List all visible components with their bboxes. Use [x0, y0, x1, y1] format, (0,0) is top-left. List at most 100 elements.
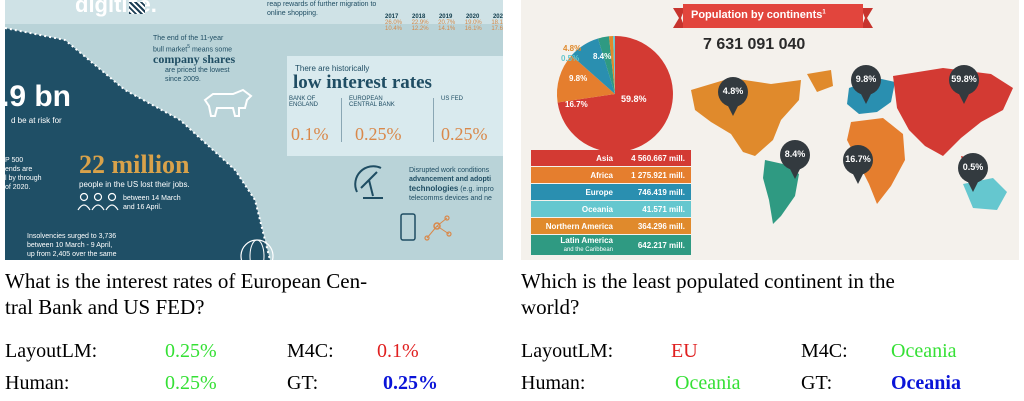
lost-jobs-text: people in the US lost their jobs. [79, 180, 190, 189]
m4c-label: M4C: [801, 340, 848, 362]
right-answer-row-2: Human: Oceania GT: Oceania [521, 370, 1021, 396]
year-table-head: 2017 2018 2019 2020 202 [385, 14, 503, 20]
table-cell: 16.1% [464, 26, 482, 32]
device-network-icon [400, 213, 452, 241]
table-cell: 26.0% [385, 20, 403, 26]
people-icon [77, 192, 119, 211]
bull-text-line: are priced the lowest [165, 67, 230, 74]
year-cell: 202 [492, 14, 503, 20]
at-risk-text: d be at risk for [11, 116, 62, 125]
layoutlm-answer: 0.25% [165, 340, 217, 362]
disrupted-line: Disrupted work conditions [409, 167, 490, 174]
bull-text-tail: means some [191, 46, 233, 54]
left-infographic: digitize. reap rewards of further migrat… [5, 0, 503, 260]
m4c-label: M4C: [287, 340, 334, 362]
between-line: between 14 March [123, 195, 181, 202]
pin-label-africa: 16.7% [845, 154, 871, 164]
map-pins [718, 65, 988, 192]
human-label: Human: [5, 372, 70, 394]
boe-label-line: BANK OF [289, 96, 316, 102]
pie-label-africa: 16.7% [565, 100, 588, 109]
fed-label: US FED [441, 96, 464, 102]
year-cell: 2018 [411, 14, 426, 20]
gt-answer: 0.25% [383, 372, 438, 394]
sp500-line: P 500 [5, 157, 24, 164]
table-cell: 10.4% [385, 26, 403, 32]
population-title-text: Population by continents [691, 9, 823, 21]
gt-answer: Oceania [891, 372, 961, 394]
m4c-answer: 0.1% [377, 340, 419, 362]
legend-name: Latin America and the Caribbean [531, 235, 619, 254]
boe-label-line: ENGLAND [289, 102, 319, 108]
left-question-line: tral Bank and US FED? [5, 295, 205, 319]
table-cell: 18.1 [491, 20, 503, 26]
pie-label-namerica: 4.8% [563, 44, 582, 53]
right-infographic: Population by continents1 7 631 091 040 … [521, 0, 1019, 260]
insolv-line: between 10 March - 9 April, [27, 242, 113, 249]
pin-label-namerica: 4.8% [722, 86, 744, 96]
disrupted-line: advancement and adopti [409, 176, 492, 183]
year-table-row: 10.4% 12.2% 14.1% 16.1% 17.6 [385, 26, 503, 32]
pin-label-europe: 9.8% [855, 74, 877, 84]
population-title-sup: 1 [822, 9, 826, 16]
ecb-label-line: CENTRAL BANK [349, 102, 395, 108]
year-cell: 2019 [438, 14, 453, 20]
between-line: and 16 April. [123, 204, 162, 211]
pin-label-asia: 59.8% [951, 74, 977, 84]
interest-rates-box [287, 56, 503, 156]
table-cell: 14.1% [438, 26, 456, 32]
legend-row-namerica: Northern America 364.296 mill. [531, 218, 691, 234]
human-answer: Oceania [675, 372, 741, 394]
legend-row-europe: Europe 746.419 mill. [531, 184, 691, 200]
legend-value: 1 275.921 mill. [631, 170, 685, 180]
legend-name-main: Latin America [560, 235, 613, 245]
population-title: Population by continents1 [691, 9, 826, 21]
pie-label-europe: 9.8% [569, 74, 588, 83]
left-answer-row-2: Human: 0.25% GT: 0.25% [5, 370, 505, 396]
rate-ecb: 0.25% [355, 124, 402, 144]
boe-label: BANK OF ENGLAND [289, 96, 318, 108]
legend-name: Europe [585, 187, 613, 197]
table-cell: 19.0% [464, 20, 482, 26]
rate-fed: 0.25% [441, 124, 488, 144]
insolv-line: up from 2,405 over the same [27, 251, 117, 258]
disrupted-text: Disrupted work conditions advancement an… [409, 166, 494, 203]
top-band [5, 0, 503, 24]
legend-name: Oceania [581, 204, 613, 214]
layoutlm-answer: EU [671, 340, 698, 362]
bull-icon [203, 88, 253, 117]
millions-number: 22 million [79, 150, 190, 179]
bull-market-label: bull market [153, 46, 188, 54]
pie-label-asia: 59.8% [621, 94, 647, 104]
bull-text-line: The end of the 11-year [153, 35, 224, 42]
pie-label-latam: 8.4% [593, 52, 612, 61]
low-interest-title: low interest rates [293, 72, 432, 93]
year-cell: 2020 [465, 14, 480, 20]
title-ribbon [673, 4, 873, 28]
divider [341, 98, 342, 142]
pie-label-oceania: 0.5% [561, 54, 580, 63]
satellite-dish-icon [354, 165, 383, 199]
ecb-label-line: EUROPEAN [349, 96, 383, 102]
year-table: 2017 2018 2019 2020 202 26.0% 22.9% 20.7… [385, 14, 503, 32]
bull-text-line: since 2009. [165, 76, 201, 83]
decline-shape [5, 27, 271, 260]
legend-name: Northern America [545, 221, 613, 231]
big-number: .9 bn [5, 80, 72, 113]
right-question-line: Which is the least populated continent i… [521, 269, 895, 293]
right-answer-row-1: LayoutLM: EU M4C: Oceania [521, 338, 1021, 364]
left-question-line: What is the interest rates of European C… [5, 269, 368, 293]
bull-text-line: bull market5 means some [153, 44, 233, 54]
legend-name: Asia [596, 153, 613, 163]
table-cell: 17.6 [491, 26, 503, 32]
layoutlm-label: LayoutLM: [521, 340, 614, 362]
legend-row-latam: Latin America and the Caribbean 642.217 … [531, 235, 691, 255]
insolv-line: Insolvencies surged to 3,736 [27, 233, 117, 240]
layoutlm-label: LayoutLM: [5, 340, 98, 362]
sp500-line: l by through [5, 175, 42, 182]
legend-name-sub: and the Caribbean [563, 246, 613, 253]
legend-name: Africa [590, 170, 613, 180]
m4c-answer: Oceania [891, 340, 957, 362]
pin-label-oceania: 0.5% [962, 162, 984, 172]
sp500-line: ends are [5, 166, 33, 173]
